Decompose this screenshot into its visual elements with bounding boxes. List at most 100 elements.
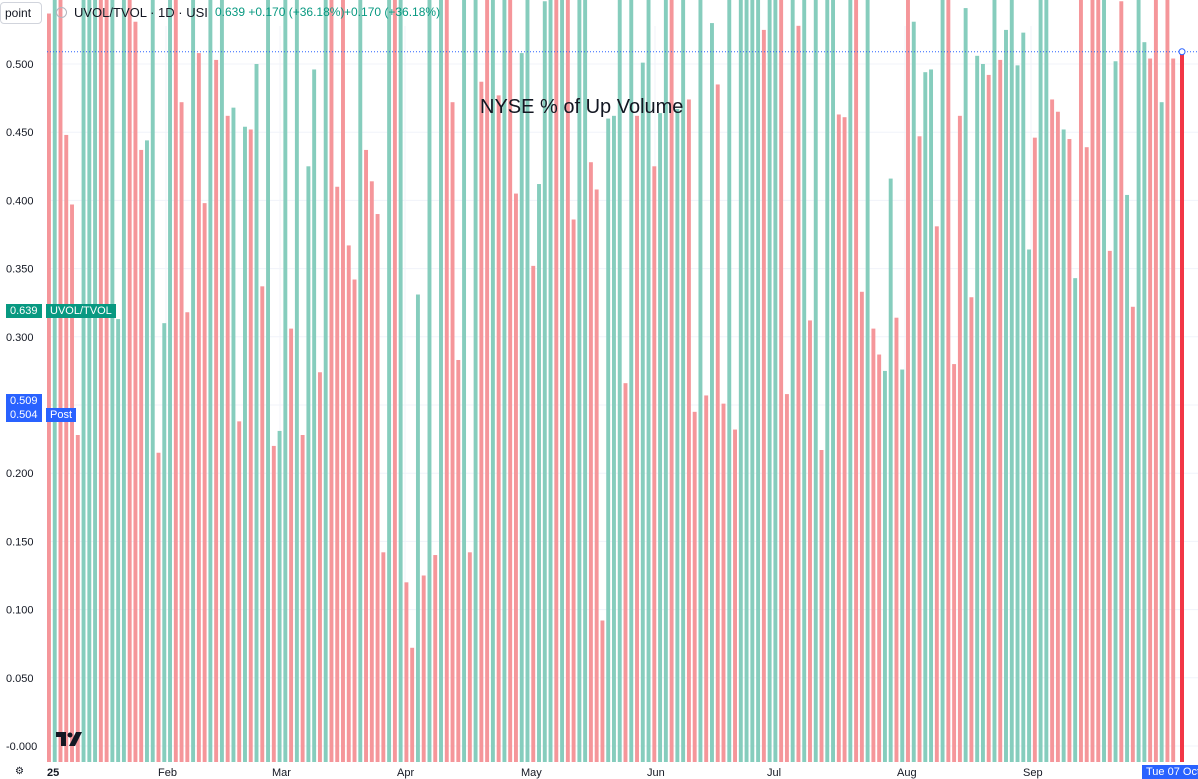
x-tick-label: Feb (158, 767, 177, 779)
bar (1165, 0, 1170, 762)
bar (52, 0, 57, 763)
bar (554, 0, 559, 763)
y-tick-label: 0.400 (6, 195, 34, 207)
bar (312, 69, 317, 762)
bar (346, 245, 351, 762)
bar (289, 328, 294, 762)
bar (415, 294, 420, 762)
bar (496, 95, 501, 763)
bar (427, 0, 432, 762)
bar (352, 279, 357, 762)
bar (969, 297, 974, 762)
bar (652, 166, 657, 763)
bar (692, 411, 697, 762)
bar (577, 0, 582, 763)
x-tick-label: May (521, 767, 542, 779)
bar (929, 69, 934, 762)
bar (110, 0, 115, 763)
bar (93, 0, 98, 763)
bar (243, 126, 247, 763)
visibility-toggle-icon[interactable] (56, 7, 67, 18)
bar (773, 0, 778, 762)
symbol-title[interactable]: UVOL/TVOL · 1D · USI (74, 5, 208, 20)
x-tick-label: Apr (397, 767, 414, 779)
bar (531, 265, 536, 762)
value-change-2: +0.170 (+36.18%) (344, 5, 441, 19)
post-market-dot (1178, 48, 1186, 56)
bar (317, 372, 322, 762)
bar (473, 0, 478, 763)
bar (225, 115, 230, 762)
bar (179, 102, 184, 762)
bar (594, 189, 599, 763)
bar (894, 317, 899, 762)
bar (1096, 0, 1101, 763)
bar (525, 0, 530, 763)
bar (1084, 147, 1089, 762)
price-scale-mode-input[interactable]: point (0, 2, 42, 24)
bar (1148, 58, 1153, 763)
bar (444, 0, 449, 762)
bar (1009, 0, 1014, 763)
bar (58, 0, 63, 762)
bar (865, 0, 870, 763)
bar (1107, 250, 1112, 762)
bar (744, 0, 749, 763)
bar (168, 0, 172, 763)
bar (1171, 58, 1176, 763)
bar (802, 0, 807, 763)
bar (237, 421, 242, 762)
bar (456, 359, 461, 762)
bar (669, 0, 674, 763)
y-tick-label: 0.450 (6, 127, 34, 139)
bar (121, 0, 126, 763)
bar (756, 0, 761, 762)
bar (358, 0, 363, 762)
bar (583, 0, 588, 763)
y-tick-label: 0.200 (6, 468, 34, 480)
bar (859, 291, 864, 762)
bar (686, 99, 691, 762)
bar (127, 0, 132, 762)
value-change-1: 0.639 +0.170 (+36.18%) (215, 5, 345, 19)
bar (1038, 0, 1043, 762)
bar (548, 0, 553, 763)
bar (963, 8, 968, 762)
bar (133, 21, 138, 763)
bar (64, 134, 69, 762)
bar (1113, 61, 1118, 762)
bar (196, 53, 201, 762)
bar (185, 312, 190, 762)
x-tick-label: Jun (647, 767, 665, 779)
x-tick-label: Jul (767, 767, 781, 779)
bar (387, 0, 392, 763)
bar (1102, 0, 1106, 763)
bar (1136, 0, 1141, 762)
settings-gear-icon[interactable]: ⚙ (15, 766, 24, 777)
bar (202, 203, 207, 762)
bar (450, 102, 455, 762)
bar (462, 0, 467, 762)
bar (980, 64, 985, 762)
bar (571, 219, 576, 762)
bar (565, 0, 570, 762)
bar (191, 0, 196, 762)
bar (681, 0, 686, 763)
bar (47, 13, 51, 762)
bar (1073, 278, 1078, 762)
y-tick-label: 0.500 (6, 59, 34, 71)
bar (646, 0, 651, 762)
bar (392, 0, 397, 762)
bar (502, 0, 507, 763)
bar (952, 364, 957, 762)
bar (1027, 249, 1032, 762)
bar (306, 166, 311, 763)
bar (946, 0, 951, 762)
bar (813, 0, 818, 763)
y-tick-label: 0.300 (6, 332, 34, 344)
bar (277, 430, 282, 762)
bar (882, 370, 887, 762)
chart-title: NYSE % of Up Volume (480, 96, 684, 118)
bar (398, 0, 403, 763)
